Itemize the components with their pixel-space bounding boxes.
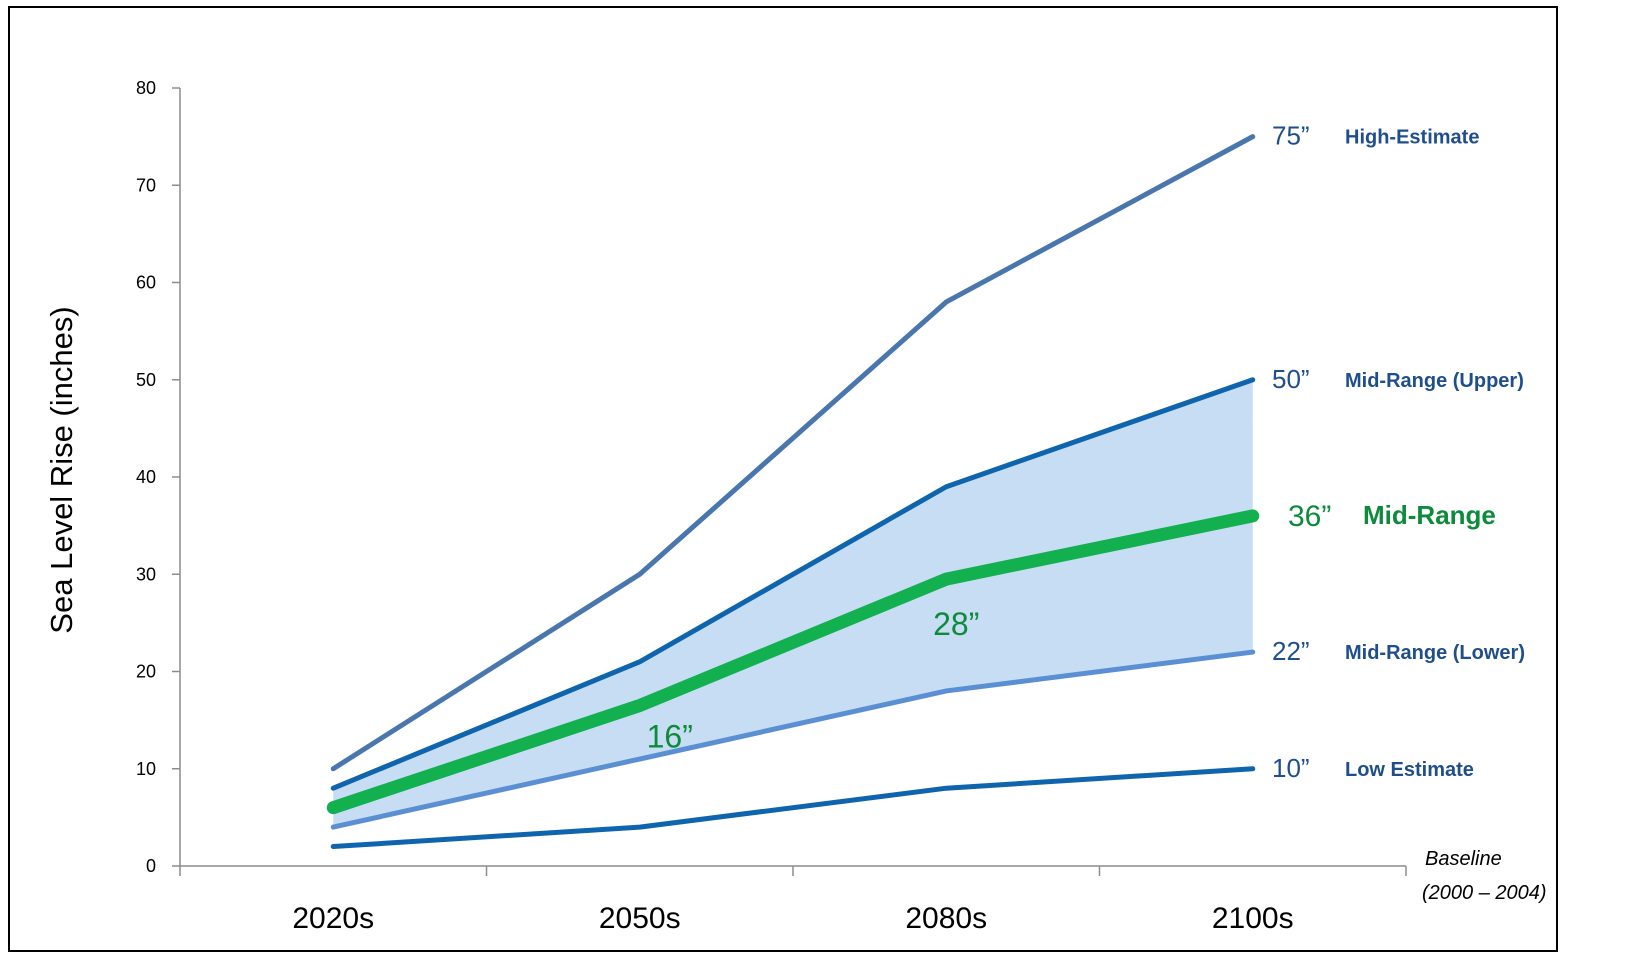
- baseline-period-label: (2000 – 2004): [1422, 882, 1547, 904]
- x-tick-label: 2100s: [1212, 902, 1294, 935]
- y-tick-label: 60: [136, 273, 156, 293]
- series-end-value: 22”: [1272, 636, 1310, 666]
- series-name-label: Mid-Range: [1363, 500, 1496, 530]
- series-name-label: Mid-Range (Lower): [1345, 642, 1525, 664]
- baseline-label: Baseline: [1425, 848, 1502, 870]
- series-end-value: 36”: [1288, 500, 1331, 533]
- mid-range-band: [333, 379, 1253, 828]
- series-labels: 75” High-Estimate 50” Mid-Range (Upper) 36” M…: [647, 121, 1525, 783]
- series-name-label: Low Estimate: [1345, 759, 1474, 781]
- y-tick-label: 10: [136, 759, 156, 779]
- x-tick-label: 2050s: [599, 902, 681, 935]
- x-tick-label: 2020s: [292, 902, 374, 935]
- series-lines: [326, 134, 1260, 850]
- chart-frame: [8, 6, 1558, 952]
- series-name-label: Mid-Range (Upper): [1345, 370, 1524, 392]
- y-axis-title: Sea Level Rise (inches): [44, 306, 79, 633]
- y-tick-label: 80: [136, 78, 156, 98]
- series-line-mid-range-upper: [330, 377, 1256, 791]
- mid-range-point-label: 16”: [647, 719, 693, 755]
- y-tick-label: 0: [146, 856, 156, 876]
- series-end-value: 50”: [1272, 364, 1310, 394]
- x-ticks: 2020s 2050s 2080s 2100s: [179, 866, 1407, 935]
- y-tick-label: 30: [136, 564, 156, 584]
- series-line-mid-range: [326, 509, 1260, 815]
- mid-range-band-area: [333, 379, 1253, 828]
- x-tick-label: 2080s: [905, 902, 987, 935]
- y-tick-label: 40: [136, 467, 156, 487]
- y-ticks: 0 10 20 30 40 50 60 70 80: [136, 78, 180, 876]
- series-end-value: 10”: [1272, 753, 1310, 783]
- y-tick-label: 20: [136, 662, 156, 682]
- series-line-high-estimate: [330, 134, 1256, 772]
- series-end-value: 75”: [1272, 121, 1310, 151]
- series-line-mid-range-lower: [330, 649, 1256, 830]
- y-tick-label: 70: [136, 175, 156, 195]
- series-name-label: High-Estimate: [1345, 127, 1479, 149]
- y-tick-label: 50: [136, 370, 156, 390]
- mid-range-point-label: 28”: [933, 606, 979, 642]
- series-line-low-estimate: [330, 766, 1256, 850]
